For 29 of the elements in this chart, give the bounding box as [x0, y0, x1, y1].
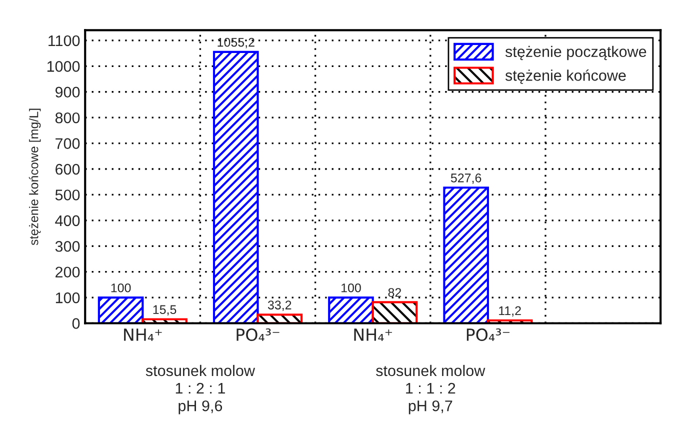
data-label: 1055,2	[218, 38, 254, 48]
y-tick-label: 700	[56, 138, 80, 149]
data-label: 100	[111, 283, 131, 292]
data-label: 82	[388, 288, 402, 297]
y-tick-label: 600	[56, 164, 80, 175]
data-label: 15,5	[153, 305, 176, 316]
legend-label: stężenie końcowe	[505, 69, 626, 84]
y-tick-label: 400	[55, 215, 80, 226]
y-tick-label: 300	[55, 240, 80, 252]
data-label: 33,2	[268, 300, 292, 311]
y-tick-label: 800	[55, 112, 80, 124]
x-tick-label: NH₄⁺	[354, 328, 392, 341]
x-tick-label: NH₄⁺	[124, 328, 162, 341]
data-label: 11,2	[499, 306, 521, 317]
text: stosunek molow 1 : 2 : 1 pH 9,6	[146, 364, 256, 414]
y-tick-label: 1000	[47, 61, 80, 72]
x-tick-label: PO₄³⁻	[236, 328, 280, 342]
data-label: 527,6	[450, 174, 482, 184]
legend-label: stężenie początkowe	[505, 46, 646, 60]
y-tick-label: 0	[72, 318, 80, 329]
x-tick-label: PO₄³⁻	[466, 328, 510, 342]
y-tick-label: 100	[56, 292, 80, 304]
y-axis-title: stężenie końcowe [mg/L]	[28, 108, 41, 246]
y-tick-label: 500	[55, 190, 80, 200]
text: stosunek molow 1 : 1 : 2 pH 9,7	[376, 364, 486, 414]
data-label: 100	[342, 283, 361, 292]
y-tick-label: 1100	[48, 35, 80, 46]
y-tick-label: 200	[56, 266, 80, 278]
y-tick-label: 900	[55, 86, 80, 98]
